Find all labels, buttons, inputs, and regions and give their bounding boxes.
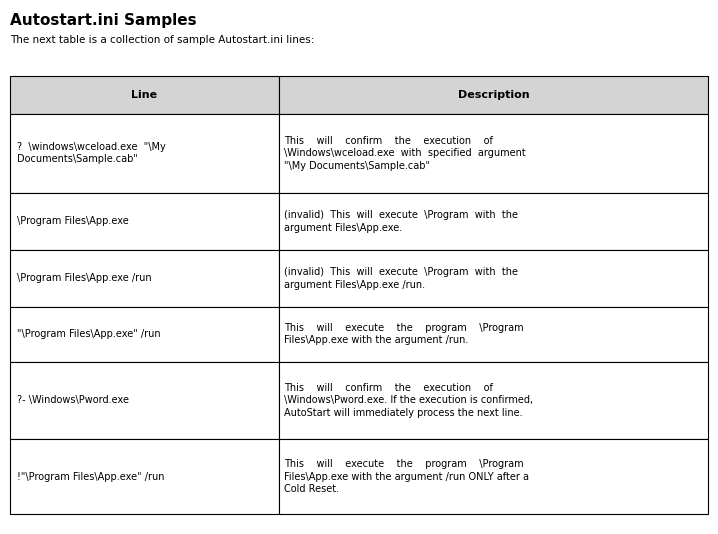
Bar [10, 193, 279, 250]
Bar [279, 362, 708, 439]
Bar [279, 439, 708, 514]
Text: "\Program Files\App.exe" /run: "\Program Files\App.exe" /run [17, 329, 161, 339]
Text: Description: Description [457, 90, 529, 100]
Bar [279, 193, 708, 250]
Text: (invalid)  This  will  execute  \Program  with  the
argument Files\App.exe /run.: (invalid) This will execute \Program wit… [284, 268, 518, 289]
Text: ?- \Windows\Pword.exe: ?- \Windows\Pword.exe [17, 396, 129, 405]
Text: This    will    confirm    the    execution    of
\Windows\wceload.exe  with  sp: This will confirm the execution of \Wind… [284, 136, 526, 171]
Text: The next table is a collection of sample Autostart.ini lines:: The next table is a collection of sample… [10, 35, 314, 45]
Text: This    will    confirm    the    execution    of
\Windows\Pword.exe. If the exe: This will confirm the execution of \Wind… [284, 383, 533, 418]
Text: This    will    execute    the    program    \Program
Files\App.exe with the arg: This will execute the program \Program F… [284, 459, 529, 494]
Text: (invalid)  This  will  execute  \Program  with  the
argument Files\App.exe.: (invalid) This will execute \Program wit… [284, 210, 518, 232]
Bar [279, 114, 708, 193]
Bar [10, 439, 279, 514]
Text: ?  \windows\wceload.exe  "\My
Documents\Sample.cab": ? \windows\wceload.exe "\My Documents\Sa… [17, 142, 166, 164]
Text: \Program Files\App.exe /run: \Program Files\App.exe /run [17, 273, 152, 284]
Bar [10, 250, 279, 307]
Bar [10, 362, 279, 439]
Text: !"\Program Files\App.exe" /run: !"\Program Files\App.exe" /run [17, 472, 164, 482]
Bar [279, 250, 708, 307]
Bar [10, 307, 279, 362]
Text: Line: Line [131, 90, 157, 100]
Bar [10, 114, 279, 193]
Bar [10, 76, 279, 114]
Bar [279, 76, 708, 114]
Text: Autostart.ini Samples: Autostart.ini Samples [10, 13, 197, 28]
Text: \Program Files\App.exe: \Program Files\App.exe [17, 216, 129, 226]
Bar [279, 307, 708, 362]
Text: This    will    execute    the    program    \Program
Files\App.exe with the arg: This will execute the program \Program F… [284, 323, 524, 345]
